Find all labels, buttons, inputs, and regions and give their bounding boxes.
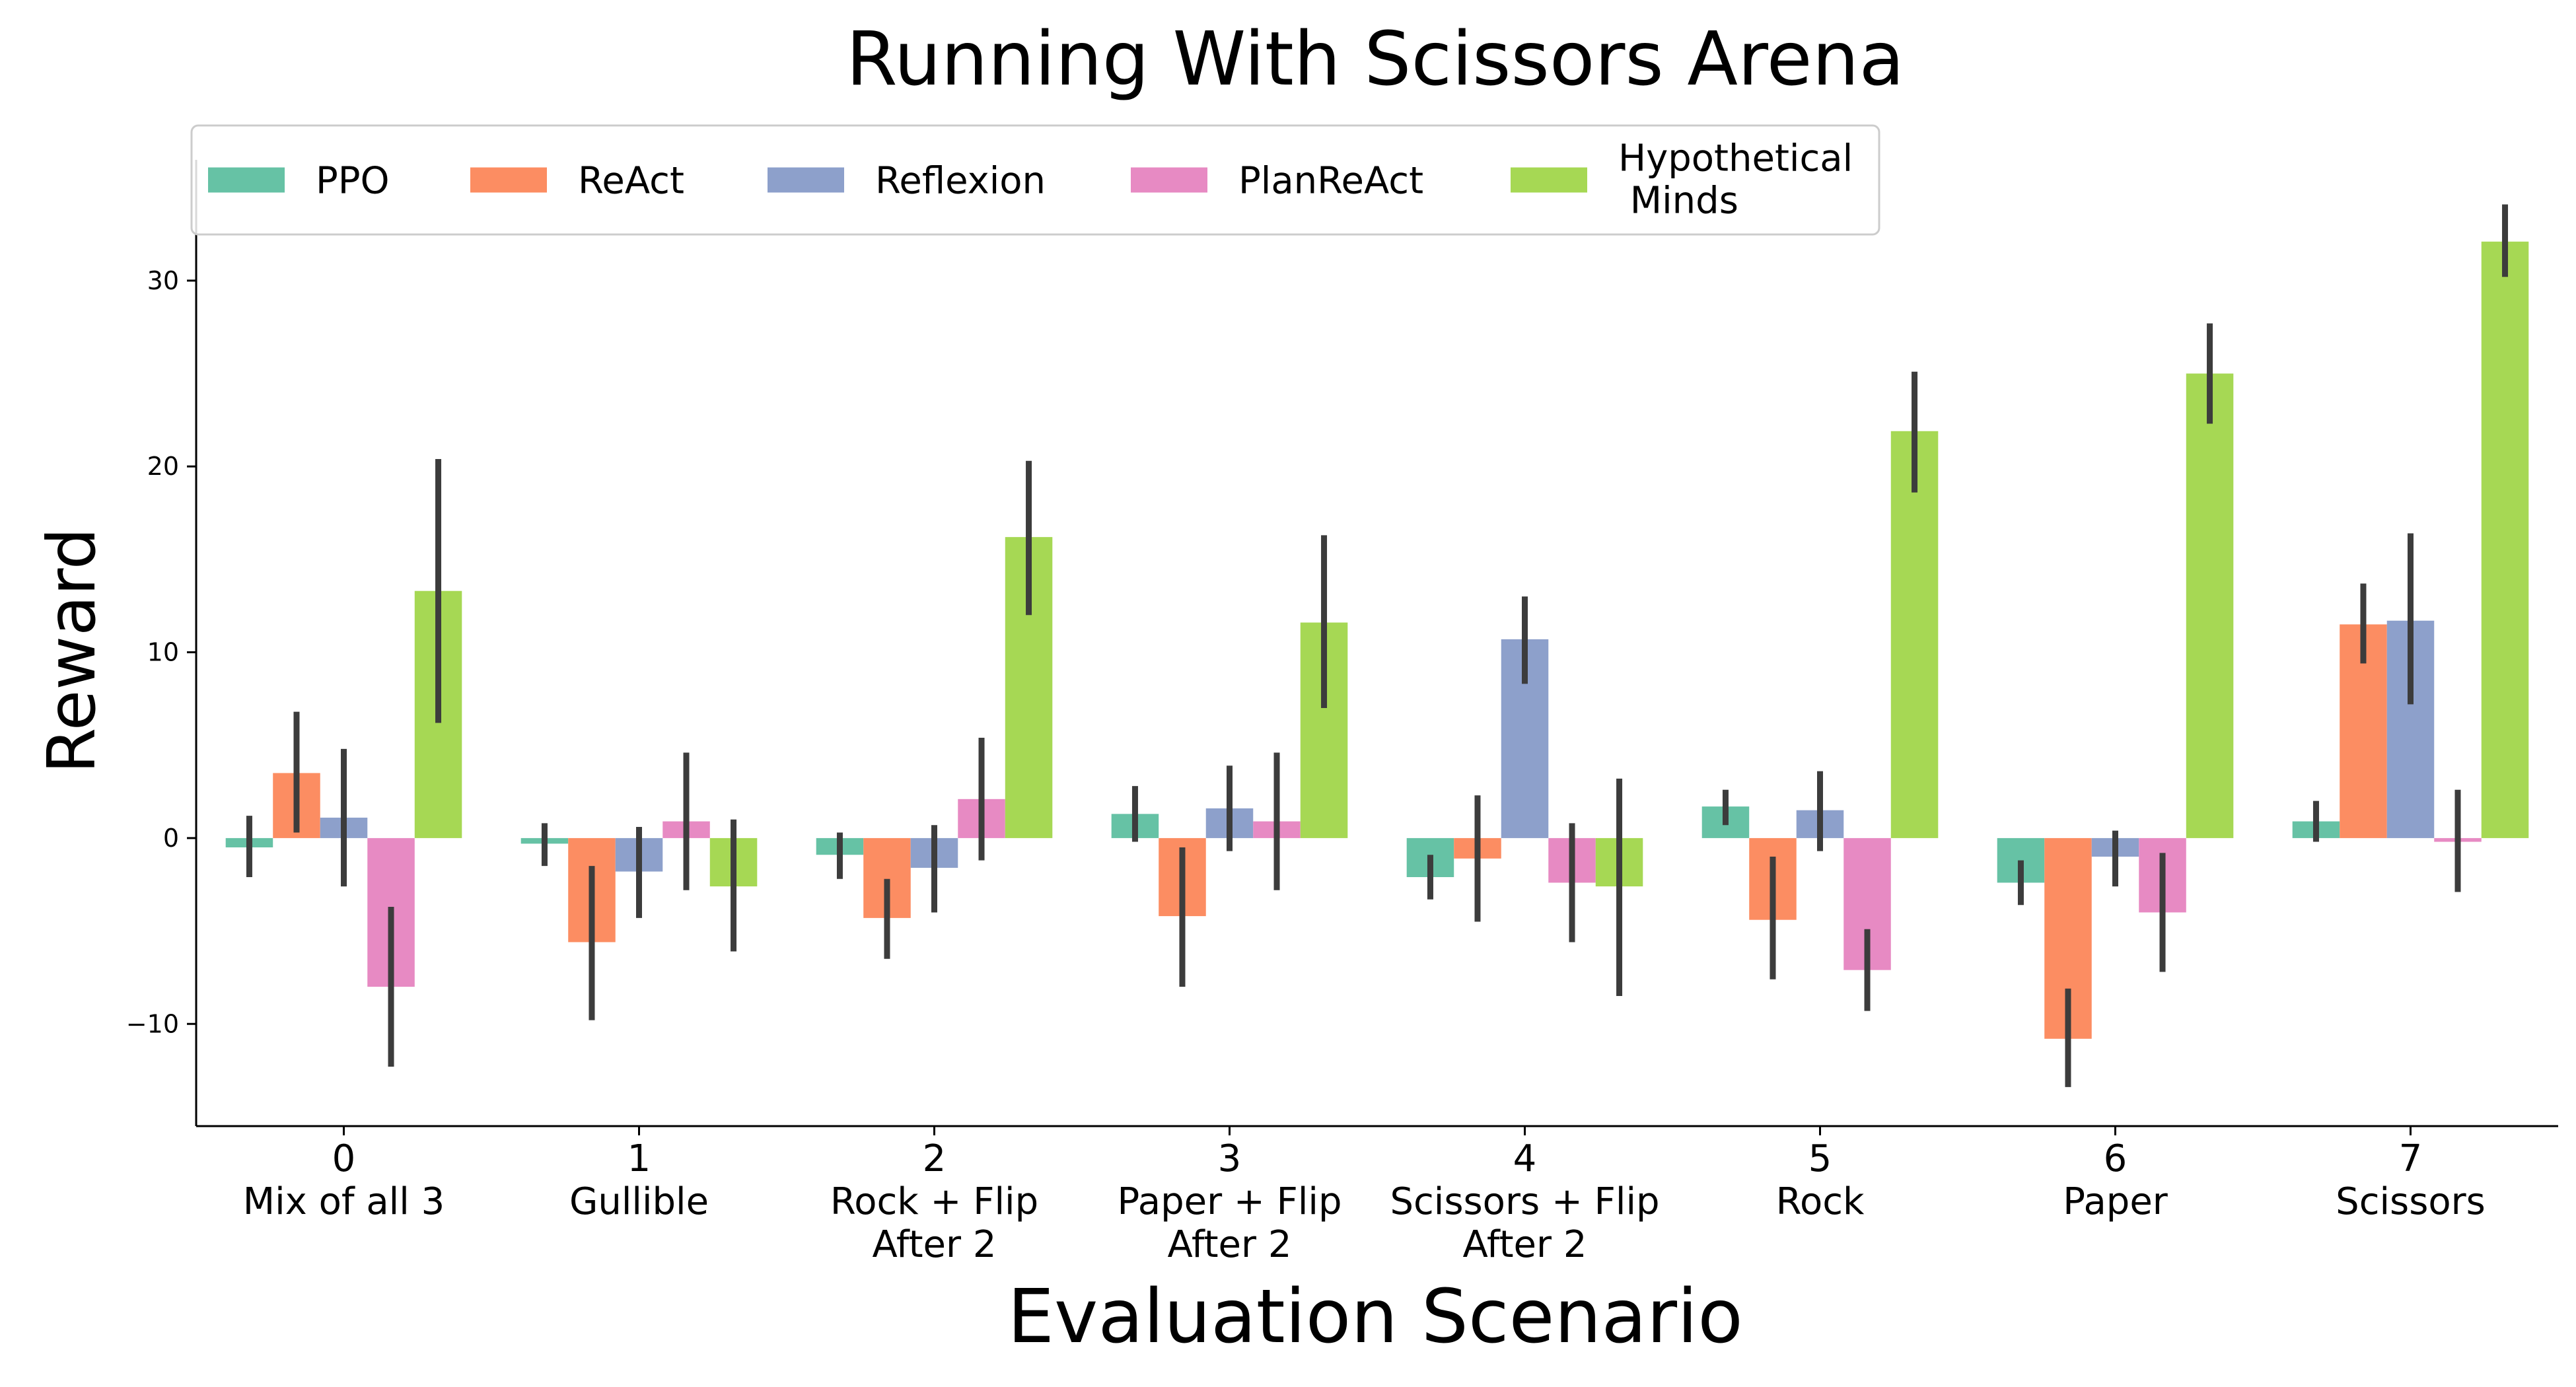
bar [2186,373,2234,838]
chart-title: Running With Scissors Arena [846,17,1904,102]
x-tick-label: 7 [2399,1137,2423,1180]
x-tick-label: 5 [1808,1137,1832,1180]
x-tick-label: Paper [2063,1180,2168,1223]
y-tick-label: −10 [126,1009,179,1038]
y-tick-label: 30 [147,266,179,295]
x-tick-label: Rock [1776,1180,1865,1223]
y-tick-label: 20 [147,452,179,481]
legend-swatch [1131,167,1207,193]
legend: PPO ReAct Reflexion PlanReAct Hypothetical M… [190,124,1880,236]
x-tick-label: After 2 [1463,1223,1587,1266]
legend-swatch [208,167,285,193]
legend-swatch [470,167,547,193]
x-tick-label: 6 [2104,1137,2128,1180]
x-tick-label: Scissors + Flip [1390,1180,1659,1223]
x-tick-label: After 2 [873,1223,997,1266]
x-tick-label: Paper + Flip [1118,1180,1342,1223]
x-axis-label: Evaluation Scenario [1007,1274,1742,1360]
y-tick-label: 10 [147,638,179,667]
x-tick-label: Gullible [569,1180,709,1223]
legend-label: Reflexion [875,160,1046,203]
x-tick-label: Rock + Flip [830,1180,1038,1223]
legend-swatch [768,167,844,193]
y-tick-label: 0 [163,824,179,853]
x-tick-label: 2 [923,1137,947,1180]
x-tick-label: Scissors [2336,1180,2486,1223]
legend-swatch [1511,167,1587,193]
x-tick-label: 1 [627,1137,651,1180]
bar [1890,431,1939,838]
legend-label: PPO [316,160,390,203]
legend-label: Hypothetical Minds [1618,137,1853,223]
x-tick-label: After 2 [1168,1223,1292,1266]
y-axis-label: Reward [33,528,110,773]
legend-label: PlanReAct [1238,160,1423,203]
x-tick-label: 0 [332,1137,356,1180]
x-tick-label: Mix of all 3 [243,1180,445,1223]
x-tick-label: 3 [1218,1137,1242,1180]
bar [2481,241,2529,838]
legend-label: ReAct [578,160,684,203]
x-tick-label: 4 [1513,1137,1537,1180]
legend-frame [190,124,1880,236]
